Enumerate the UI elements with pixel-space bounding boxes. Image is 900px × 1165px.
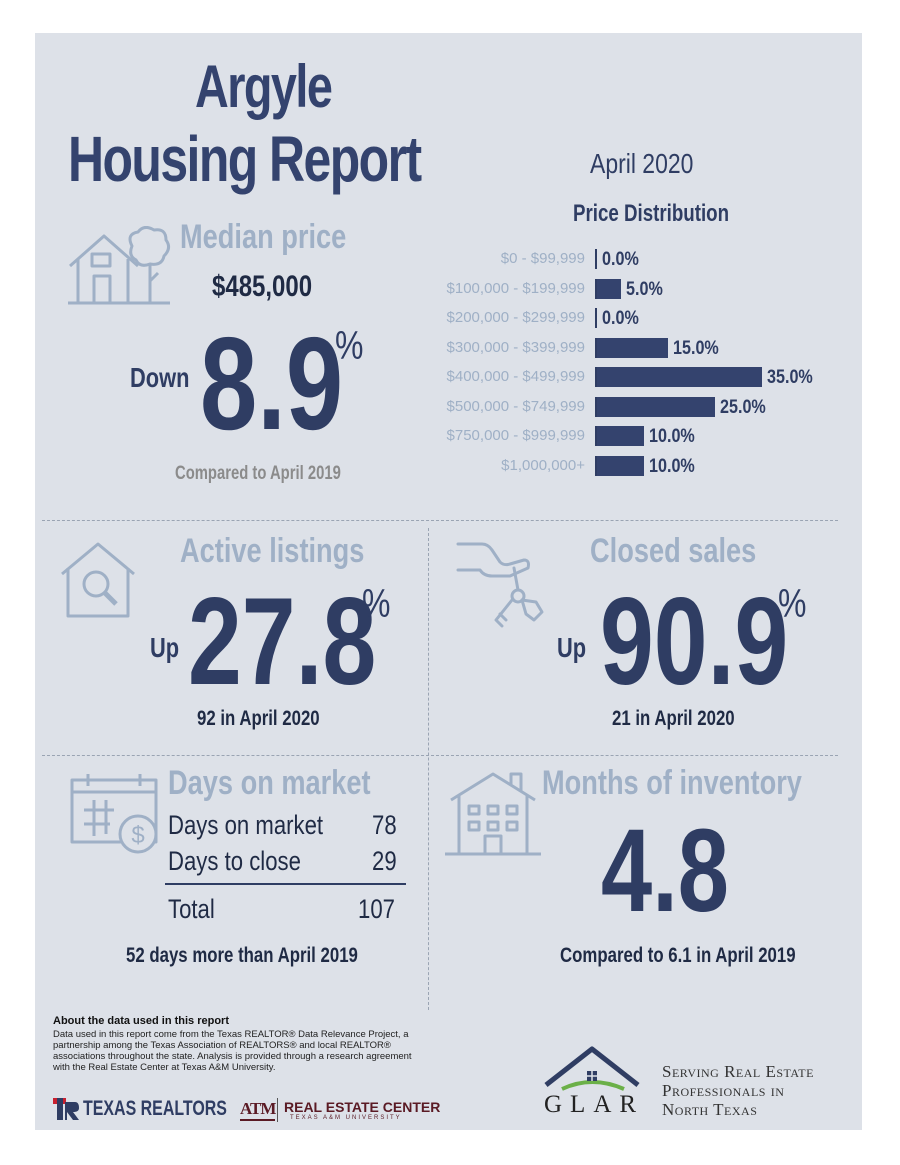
- chart-value-label: 5.0%: [625, 278, 663, 300]
- chart-value-label: 10.0%: [649, 426, 695, 447]
- chart-axis-tick: [595, 367, 597, 387]
- months-inventory-heading: Months of inventory: [542, 764, 802, 802]
- calendar-dollar-icon: $: [70, 772, 162, 862]
- chart-axis-tick: [595, 426, 597, 446]
- closed-change: 90.9: [600, 573, 789, 711]
- tagline-line-1: Serving Real Estate: [662, 1062, 814, 1081]
- glar-wordmark: GLAR: [544, 1091, 645, 1118]
- active-change: 27.8: [188, 573, 377, 711]
- active-listings-heading: Active listings: [180, 532, 365, 570]
- report-card: [35, 33, 862, 1130]
- apartment-building-icon: [445, 770, 541, 858]
- chart-value-label: 35.0%: [767, 367, 813, 388]
- logo-separator: [277, 1098, 278, 1122]
- chart-axis-tick: [595, 249, 597, 269]
- glar-tagline: Serving Real Estate Professionals in Nor…: [662, 1062, 814, 1119]
- months-inventory-value: 4.8: [601, 805, 729, 937]
- chart-bar: [597, 278, 621, 299]
- glar-logo: GLAR: [540, 1045, 645, 1120]
- chart-value-label: 15.0%: [672, 337, 719, 359]
- chart-category-label: $200,000 - $299,999: [446, 309, 585, 326]
- total-rule: [165, 883, 406, 885]
- chart-axis-tick: [595, 308, 597, 328]
- total-label: Total: [168, 894, 215, 924]
- closed-change-unit: %: [778, 582, 807, 626]
- chart-bar: [597, 337, 668, 358]
- median-change-unit: %: [335, 324, 364, 368]
- chart-bar: [597, 426, 645, 446]
- atm-mark: ATM: [240, 1099, 276, 1121]
- divider-middle: [42, 755, 838, 756]
- median-compare-note: Compared to April 2019: [175, 463, 341, 484]
- chart-title: Price Distribution: [573, 200, 730, 227]
- about-text: Data used in this report come from the T…: [53, 1029, 412, 1073]
- glar-house-icon: [544, 1046, 640, 1091]
- texas-realtors-logo: TEXAS REALTORS: [53, 1096, 231, 1124]
- svg-text:$: $: [131, 822, 144, 849]
- report-title: Housing Report: [68, 123, 422, 195]
- days-on-market-heading: Days on market: [168, 764, 371, 802]
- chart-value-label: 10.0%: [649, 455, 695, 477]
- about-title: About the data used in this report: [53, 1015, 230, 1027]
- rec-wordmark: REAL ESTATE CENTER: [284, 1099, 441, 1115]
- dtc-row-value: 29: [372, 846, 397, 876]
- city-title: Argyle: [195, 53, 333, 120]
- tagline-line-3: North Texas: [662, 1100, 758, 1119]
- days-on-market-note: 52 days more than April 2019: [126, 944, 358, 967]
- chart-value-label: 0.0%: [602, 249, 639, 270]
- closed-sales-note: 21 in April 2020: [612, 707, 735, 730]
- rec-subtitle: TEXAS A&M UNIVERSITY: [290, 1115, 402, 1121]
- chart-category-label: $1,000,000+: [501, 456, 585, 474]
- dom-row-label: Days on market: [168, 810, 324, 840]
- chart-axis-tick: [595, 455, 597, 476]
- closed-direction: Up: [557, 632, 587, 663]
- chart-category-label: $100,000 - $199,999: [446, 279, 585, 297]
- hand-keys-icon: [456, 540, 550, 640]
- chart-value-label: 0.0%: [602, 308, 639, 329]
- dom-row-value: 78: [372, 810, 397, 840]
- closed-sales-heading: Closed sales: [590, 532, 757, 570]
- chart-axis-tick: [595, 337, 597, 358]
- chart-bar: [597, 455, 645, 476]
- active-change-unit: %: [362, 582, 391, 626]
- dtc-row-label: Days to close: [168, 846, 301, 876]
- chart-axis-tick: [595, 396, 597, 417]
- chart-value-label: 25.0%: [719, 396, 766, 418]
- median-price-value: $485,000: [212, 270, 313, 303]
- tagline-line-2: Professionals in: [662, 1081, 785, 1100]
- median-direction: Down: [130, 362, 190, 393]
- chart-category-label: $500,000 - $749,999: [446, 397, 585, 415]
- chart-category-label: $0 - $99,999: [500, 250, 585, 267]
- chart-bar: [597, 396, 715, 417]
- house-tree-icon: [66, 225, 172, 308]
- texas-realtors-wordmark: TEXAS REALTORS: [83, 1097, 227, 1120]
- median-price-heading: Median price: [180, 218, 347, 256]
- chart-category-label: $750,000 - $999,999: [446, 427, 585, 444]
- real-estate-center-logo: ATM REAL ESTATE CENTER TEXAS A&M UNIVERS…: [240, 1096, 440, 1124]
- active-listings-note: 92 in April 2020: [197, 707, 320, 730]
- total-value: 107: [358, 894, 395, 924]
- chart-axis-tick: [595, 278, 597, 299]
- chart-bar: [597, 367, 762, 387]
- divider-vertical: [428, 528, 429, 1010]
- house-magnifier-icon: [58, 540, 138, 620]
- median-change: 8.9: [200, 310, 344, 457]
- divider-top: [42, 520, 838, 521]
- texas-realtors-mark-icon: [53, 1098, 79, 1120]
- active-direction: Up: [150, 632, 180, 663]
- report-month: April 2020: [590, 148, 694, 179]
- chart-category-label: $400,000 - $499,999: [446, 368, 585, 385]
- months-inventory-note: Compared to 6.1 in April 2019: [560, 944, 796, 967]
- chart-category-label: $300,000 - $399,999: [446, 338, 585, 356]
